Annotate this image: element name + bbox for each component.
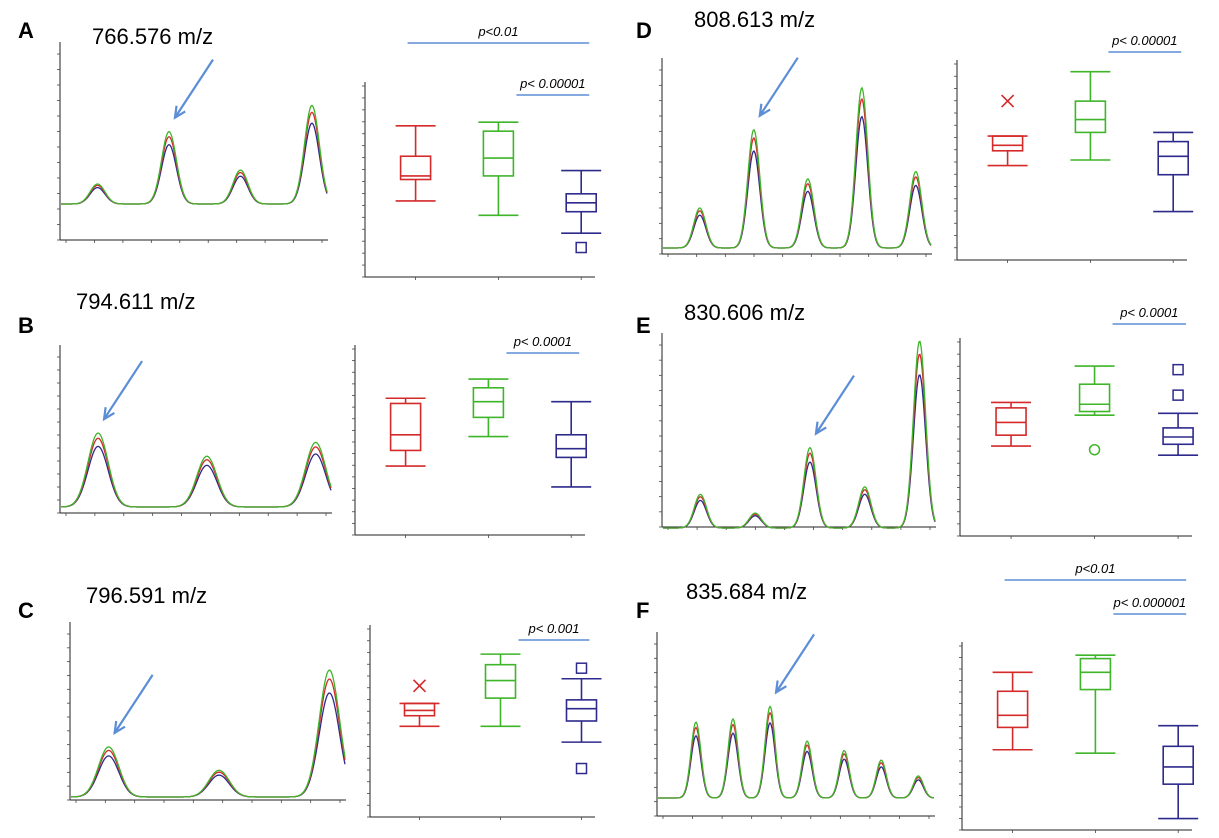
mz-label: 766.576 m/z: [92, 24, 213, 49]
panel-d: D 808.613 m/z p< 0.00001: [636, 7, 1193, 263]
box-iqr: [567, 700, 597, 721]
significance-label: p< 0.000001: [1112, 595, 1186, 610]
box-group2: [1070, 72, 1110, 263]
box-group2: [478, 122, 518, 280]
arrow-icon: [816, 376, 854, 434]
outlier-x: [414, 680, 426, 692]
outlier-square: [1173, 390, 1183, 400]
panel-letter: A: [18, 18, 34, 43]
box-iqr: [1163, 428, 1193, 444]
panel-e: E 830.606 m/z p< 0.0001: [636, 300, 1198, 539]
arrow-icon: [776, 634, 814, 692]
box-group3: [551, 402, 591, 538]
mz-label: 796.591 m/z: [86, 583, 207, 608]
mz-label: 794.611 m/z: [76, 289, 195, 314]
panel-c: C 796.591 m/z p< 0.001: [18, 583, 602, 820]
spectrum-line-group1: [61, 112, 327, 204]
spectrum-line-group3: [663, 117, 931, 248]
box-group1: [386, 398, 426, 538]
significance-label: p< 0.00001: [1111, 33, 1177, 48]
spectrum-line-group1: [71, 679, 345, 797]
box-iqr: [1158, 142, 1188, 175]
box-group3: [562, 663, 602, 820]
box-group2: [468, 379, 508, 538]
outlier-square: [576, 243, 586, 253]
box-iqr: [993, 136, 1023, 151]
box-group1: [993, 672, 1033, 833]
significance-label: p<0.01: [1074, 561, 1115, 576]
spectrum-line-group2: [663, 342, 935, 529]
box-iqr: [483, 131, 513, 176]
mz-label: 835.684 m/z: [686, 579, 807, 604]
panel-a: A 766.576 m/z p<0.01 p< 0.00001: [18, 18, 601, 280]
box-iqr: [486, 665, 516, 698]
spectrum-line-group3: [663, 375, 935, 528]
spectrum-line-group1: [663, 355, 935, 529]
box-group3: [1158, 365, 1198, 539]
panel-letter: D: [636, 18, 652, 43]
panel-letter: E: [636, 313, 651, 338]
box-group2: [1075, 366, 1115, 539]
panel-f: F 835.684 m/z p<0.01 p< 0.000001: [636, 561, 1198, 833]
spectrum-line-group2: [71, 670, 345, 797]
mz-label: 808.613 m/z: [694, 7, 815, 32]
box-group2: [481, 654, 521, 820]
spectrum-line-group1: [663, 99, 931, 248]
arrow-icon: [760, 58, 798, 116]
arrow-icon: [104, 361, 142, 419]
significance-label: p< 0.00001: [519, 76, 585, 91]
box-iqr: [1080, 659, 1110, 690]
significance-label: p< 0.0001: [1119, 305, 1178, 320]
panel-b: B 794.611 m/z p< 0.0001: [18, 289, 591, 538]
box-group1: [396, 126, 436, 280]
box-iqr: [996, 408, 1026, 435]
significance-label: p<0.01: [477, 24, 518, 39]
spectrum-line-group2: [663, 88, 931, 248]
outlier-square: [1173, 365, 1183, 375]
box-group3: [1158, 726, 1198, 833]
box-iqr: [1075, 101, 1105, 132]
box-group1: [988, 95, 1028, 263]
box-group2: [1075, 655, 1115, 833]
box-group1: [400, 680, 440, 820]
outlier-circle: [1090, 445, 1100, 455]
box-group1: [991, 402, 1031, 539]
box-iqr: [473, 388, 503, 418]
spectrum-line-group3: [61, 123, 327, 204]
arrow-icon: [175, 60, 213, 118]
arrow-icon: [115, 675, 153, 733]
panel-letter: B: [18, 313, 34, 338]
box-iqr: [998, 691, 1028, 727]
panel-letter: C: [18, 598, 34, 623]
significance-label: p< 0.001: [528, 621, 580, 636]
box-group3: [1153, 132, 1193, 263]
outlier-x: [1002, 95, 1014, 107]
panel-letter: F: [636, 598, 649, 623]
significance-label: p< 0.0001: [513, 334, 572, 349]
spectrum-line-group1: [658, 713, 934, 798]
mz-label: 830.606 m/z: [684, 300, 805, 325]
spectrum-line-group2: [61, 433, 331, 507]
box-group3: [561, 171, 601, 280]
box-iqr: [405, 703, 435, 715]
box-iqr: [391, 403, 421, 450]
box-iqr: [1080, 384, 1110, 411]
box-iqr: [1163, 746, 1193, 784]
outlier-square: [577, 663, 587, 673]
box-iqr: [556, 435, 586, 458]
outlier-square: [577, 764, 587, 774]
